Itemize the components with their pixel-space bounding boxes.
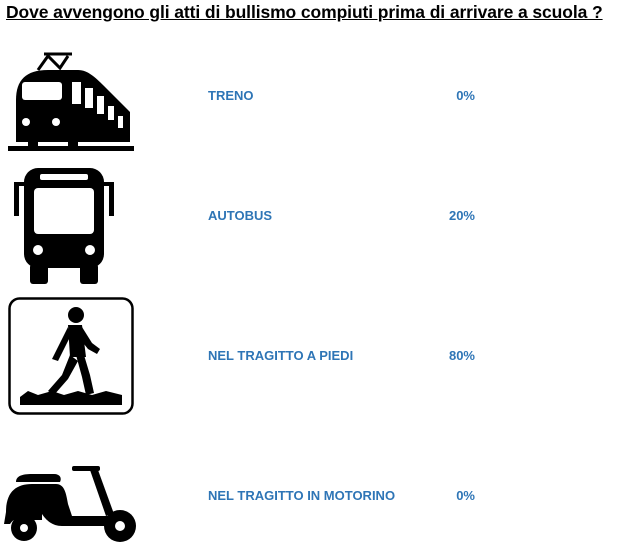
pedestrian-icon [8, 297, 134, 415]
item-value-train: 0% [456, 88, 475, 103]
item-value-bus: 20% [448, 208, 475, 223]
item-label-bus: AUTOBUS [208, 208, 273, 223]
train-icon [8, 52, 134, 151]
item-value-scooter: 0% [456, 488, 475, 503]
scooter-icon [4, 466, 136, 542]
item-label-train: TRENO [208, 88, 254, 103]
bus-icon [14, 168, 114, 284]
item-label-pedestrian: NEL TRAGITTO A PIEDI [208, 348, 354, 363]
page-title: Dove avvengono gli atti di bullismo comp… [6, 2, 603, 22]
item-label-scooter: NEL TRAGITTO IN MOTORINO [208, 488, 396, 503]
item-value-pedestrian: 80% [448, 348, 475, 363]
